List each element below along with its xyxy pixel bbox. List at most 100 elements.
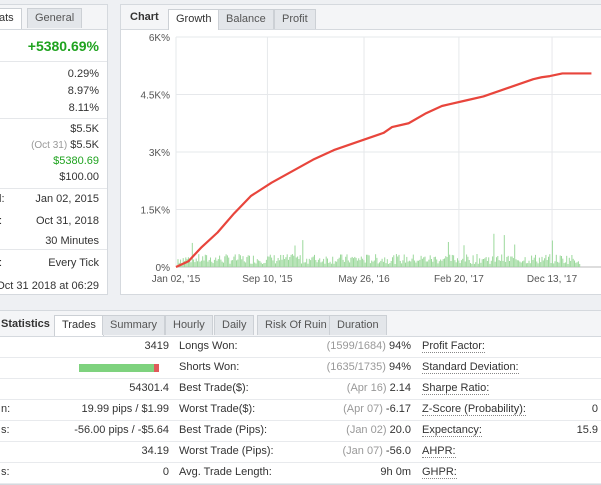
y-tick-label: 1.5K% [141,206,171,217]
growth-series-line [175,72,592,268]
stat-label: Expectancy: [422,420,482,441]
stat-label: Z-Score (Probability): [422,399,526,420]
stat-label: Avg. Trade Length: [179,466,272,478]
stat-label-text: Expectancy: [422,424,482,437]
divider [0,188,107,189]
stat-label-text: Profit Factor: [422,340,485,353]
stat-value: 34.19 [141,445,169,457]
stat-pct-1: 0.29% [67,68,99,80]
x-tick-label: Dec 13, '17 [527,274,578,285]
tracking-label: : [0,257,2,269]
stats-tabbar: ats General [0,5,107,30]
stat-note: (Jan 07) [342,445,386,457]
last-update-value: Oct 31 2018 at 06:29 [0,280,99,292]
updated-value: Oct 31, 2018 [36,215,99,227]
stat-label: Shorts Won: [179,361,240,373]
stat-value: (Apr 16) 2.14 [347,378,411,399]
y-tick-label: 4.5K% [141,91,171,102]
stat-value: 0 [591,403,598,415]
started-value: Jan 02, 2015 [35,193,99,205]
stat-label: Profit Factor: [422,336,485,357]
x-tick-label: Feb 20, '17 [434,274,484,285]
statistics-tabbar: Statistics Trades Summary Hourly Daily R… [0,311,601,337]
stat-value: (Jan 02) 20.0 [346,420,411,441]
stat-label: Sharpe Ratio: [422,378,490,399]
stat-value: 0 [162,466,169,478]
stat-pct-2: 8.97% [67,85,99,97]
stat-number: -56.0 [385,445,411,457]
stat-value: 15.9 [576,424,598,436]
stat-label: Standard Deviation: [422,357,519,378]
tab-stats[interactable]: ats [0,8,22,29]
stat-value: 19.99 pips / $1.99 [81,403,169,415]
updated-label: : [0,215,2,227]
period-value: 30 Minutes [45,235,99,247]
stat-label: n: [1,403,11,415]
row-divider [0,378,601,379]
stat-label-text: GHPR: [422,466,457,479]
tab-general[interactable]: General [27,8,83,28]
balance-value: $5.5K [70,123,99,135]
y-tick-label: 0% [156,263,171,274]
stat-pct-3: 8.11% [68,102,99,114]
equity-date: (Oct 31) [31,140,68,151]
statistics-panel: Statistics Trades Summary Hourly Daily R… [0,310,601,485]
stat-label: Longs Won: [179,340,238,352]
stat-number: -6.17 [385,403,411,415]
stat-value: 54301.4 [129,382,169,394]
tab-growth[interactable]: Growth [168,9,220,30]
tab-hourly[interactable]: Hourly [165,315,213,335]
stat-label: Worst Trade($): [179,403,256,415]
profit-value: $5380.69 [53,155,99,167]
tracking-value: Every Tick [48,257,99,269]
stat-label: GHPR: [422,462,457,483]
tab-daily[interactable]: Daily [214,315,255,335]
stat-label: s: [1,424,10,436]
stat-number: 94% [388,361,411,373]
stat-label: Best Trade (Pips): [179,424,268,436]
tab-risk-of-ruin[interactable]: Risk Of Ruin [257,315,335,335]
chart-tabbar: Chart Growth Balance Profit [121,5,601,30]
win-ratio-bar [79,364,159,372]
stat-value: (Jan 07) -56.0 [343,441,412,462]
tab-balance[interactable]: Balance [218,9,274,29]
x-tick-label: Sep 10, '15 [242,274,293,285]
statistics-title: Statistics [1,318,50,330]
stat-label: s: [1,466,10,478]
stat-value: -56.00 pips / -$5.64 [74,424,169,436]
gain-value: +5380.69% [27,38,99,54]
divider [0,61,107,62]
stat-label: Best Trade($): [179,382,249,394]
win-ratio-fill [79,364,155,372]
row-divider [0,483,601,484]
stat-number: 94% [388,340,411,352]
stat-note: (Apr 16) [346,382,390,394]
row-divider [0,441,601,442]
tab-summary[interactable]: Summary [102,315,166,335]
stat-note: (1599/1684) [326,340,389,352]
stat-note: (Jan 02) [346,424,390,436]
y-tick-label: 6K% [149,33,170,44]
tab-trades[interactable]: Trades [54,315,104,336]
stat-label-text: Z-Score (Probability): [422,403,526,416]
equity-value: $5.5K [70,139,99,151]
row-divider [0,462,601,463]
row-divider [0,420,601,421]
stat-value: (1599/1684) 94% [327,336,411,357]
y-tick-label: 3K% [149,148,170,159]
x-tick-label: May 26, '16 [338,274,390,285]
stat-label-text: Standard Deviation: [422,361,519,374]
stats-panel: ats General +5380.69% 0.29% 8.97% 8.11% … [0,4,108,295]
tab-duration[interactable]: Duration [329,315,387,335]
row-divider [0,357,601,358]
started-label: l: [0,193,5,205]
x-tick-label: Jan 02, '15 [152,274,201,285]
deposit-value: $100.00 [59,171,99,183]
stat-label: AHPR: [422,441,456,462]
row-divider [0,399,601,400]
stat-value: (1635/1735) 94% [327,357,411,378]
tab-profit[interactable]: Profit [274,9,316,29]
stat-label: Worst Trade (Pips): [179,445,274,457]
stat-number: 2.14 [389,382,411,394]
chart-title: Chart [130,11,159,23]
